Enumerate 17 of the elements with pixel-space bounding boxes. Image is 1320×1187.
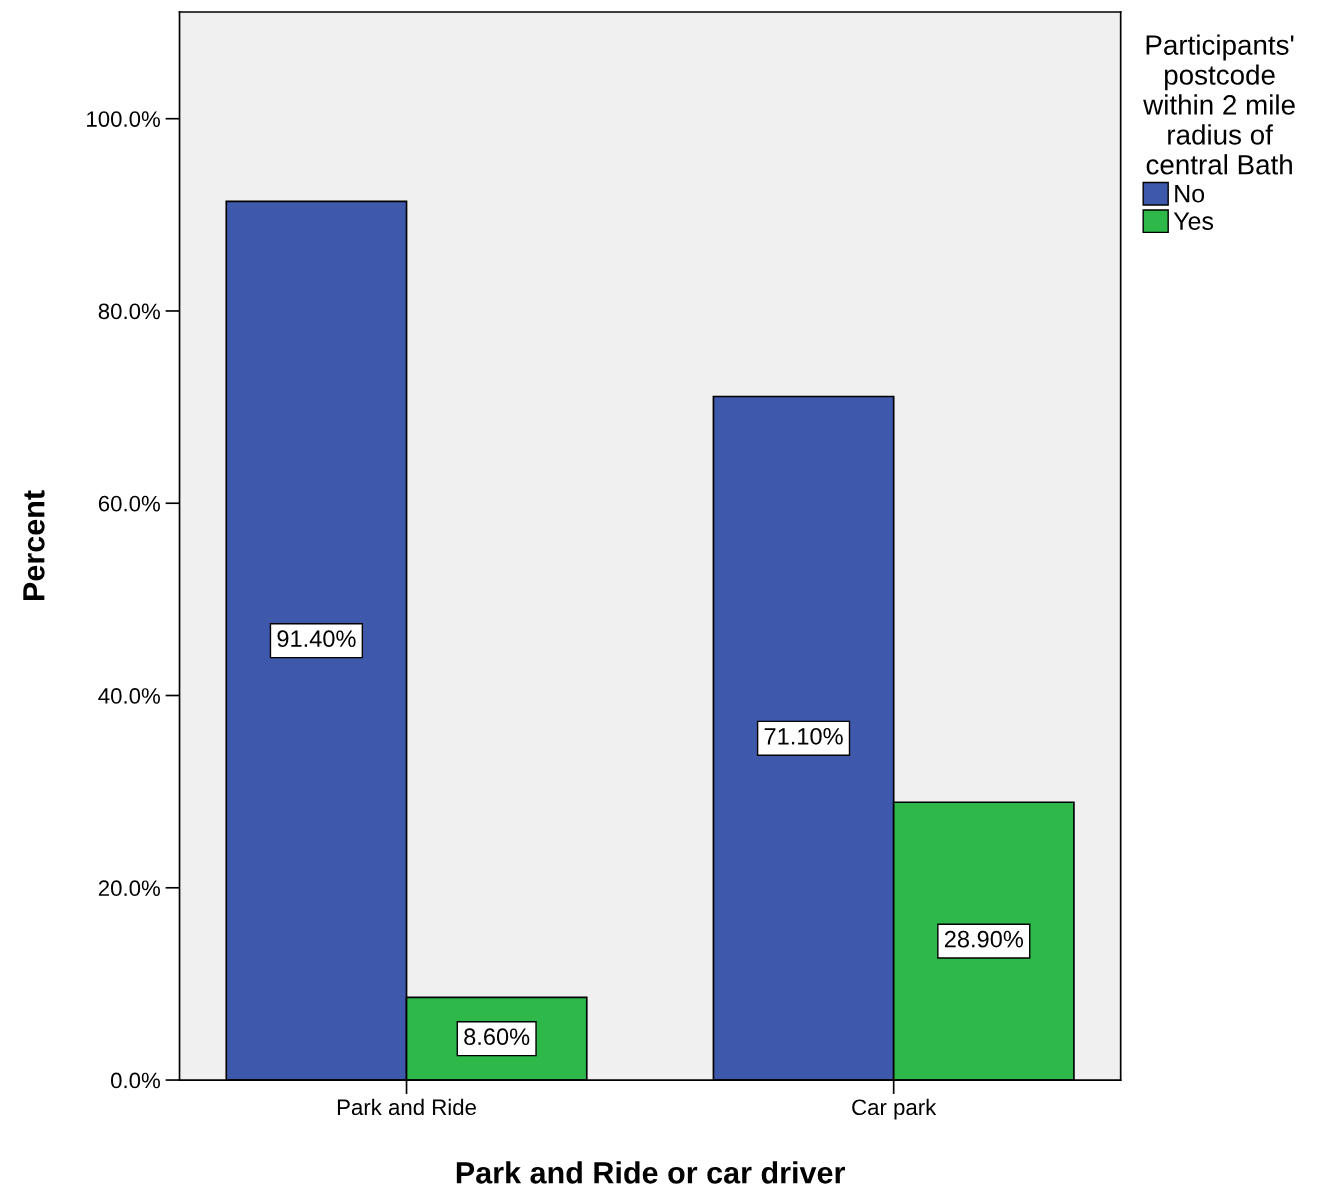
data-label: 28.90% (944, 930, 1023, 948)
y-tick-label: 100.0% (87, 111, 160, 127)
y-tick-label: 40.0% (98, 688, 160, 704)
x-tick-label: Park and Ride (337, 1098, 476, 1116)
y-tick-label: 80.0% (98, 303, 160, 320)
x-axis-title: Park and Ride or car driver (456, 1161, 845, 1184)
legend-label: No (1175, 185, 1205, 203)
legend-title: Participants' postcode within 2 mile radius of central Bath (1143, 34, 1295, 175)
data-label: 91.40% (277, 630, 356, 648)
y-tick-label: 20.0% (98, 880, 160, 897)
x-tick-label: Car park (852, 1098, 937, 1120)
legend-label: Yes (1173, 212, 1214, 230)
y-tick-label: 60.0% (98, 495, 160, 512)
data-label: 71.10% (764, 727, 843, 745)
y-axis-title: Percent (23, 490, 45, 601)
data-label: 8.60% (464, 1028, 530, 1046)
y-tick-label: 0.0% (110, 1072, 160, 1089)
